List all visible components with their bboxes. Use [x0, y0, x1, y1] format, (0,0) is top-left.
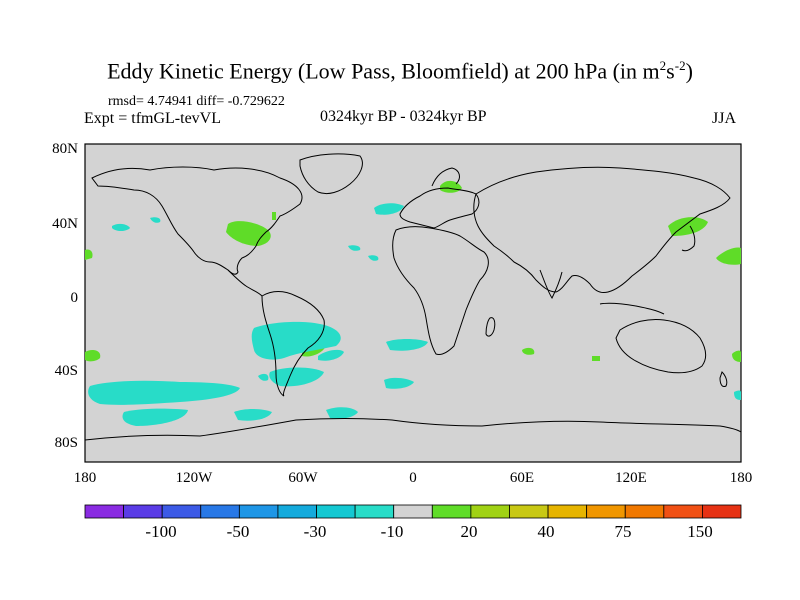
colorbar-label: 40 [537, 522, 555, 541]
lat-tick-label: 80N [52, 141, 78, 157]
positive-anomaly-patches [85, 180, 741, 362]
coastlines [84, 153, 742, 441]
stats-line: rmsd= 4.74941 diff= -0.729622 [108, 94, 285, 109]
anomaly-patch [348, 245, 361, 251]
colorbar-swatch [509, 504, 549, 519]
europe-coast [399, 187, 480, 229]
colorbar-swatch [431, 504, 472, 519]
australia-coast [615, 319, 707, 374]
colorbar-swatch [393, 504, 433, 519]
anomaly-patch [234, 409, 272, 421]
scandinavia-coast [431, 167, 460, 187]
colorbar-swatch [161, 504, 202, 519]
anomaly-patch [368, 255, 379, 261]
anomaly-patch [318, 349, 344, 361]
lon-tick-label: 60E [509, 470, 535, 486]
north-america-coast [91, 166, 303, 275]
anomaly-patch [85, 350, 101, 362]
anomaly-patch [384, 377, 414, 389]
anomaly-patch [374, 203, 404, 215]
anomaly-patch [258, 373, 269, 381]
anomaly-patch [732, 350, 741, 362]
colorbar-label: 75 [614, 522, 632, 541]
anomaly-patch [112, 223, 130, 231]
lon-tick-label: 0 [409, 470, 417, 486]
anomaly-patch [522, 347, 535, 355]
lat-tick-label: 40N [52, 216, 78, 232]
colorbar-swatch [123, 504, 163, 519]
colorbar-swatch [624, 504, 665, 519]
lon-tick-label: 180 [73, 470, 97, 486]
india-coast [539, 269, 563, 299]
antarctica-coast [84, 418, 742, 441]
anomaly-patch [122, 408, 188, 426]
colorbar-label: 150 [687, 522, 713, 541]
colorbar-swatch [702, 504, 742, 519]
lon-tick-label: 120W [175, 470, 213, 486]
central-america-coast [227, 269, 263, 297]
colorbar-label: 20 [460, 522, 478, 541]
colorbar-swatch [84, 504, 124, 519]
lat-tick-label: 40S [54, 363, 78, 379]
colorbar-swatch [316, 504, 356, 519]
lon-tick-label: 120E [615, 470, 647, 486]
asia-coast [473, 166, 731, 293]
south-america-coast [261, 291, 325, 397]
colorbar-swatch [586, 504, 626, 519]
map-title: Eddy Kinetic Energy (Low Pass, Bloomfiel… [107, 58, 693, 84]
colorbar-swatch [470, 504, 510, 519]
colorbar-label: -30 [303, 522, 327, 541]
anomaly-patch [734, 390, 741, 400]
map-background [84, 143, 742, 463]
lat-tick-label: 0 [70, 290, 79, 306]
africa-coast [392, 226, 489, 355]
colorbar-swatch [547, 504, 588, 519]
experiment-label: Expt = tfmGL-tevVL [84, 110, 221, 127]
indonesia-coast [599, 302, 665, 315]
madagascar-coast [485, 317, 496, 337]
anomaly-patch [85, 249, 93, 260]
colorbar-swatch [354, 504, 395, 519]
anomaly-patch [326, 407, 358, 419]
colorbar-swatch [200, 504, 240, 519]
colorbar-label: -100 [145, 522, 177, 541]
negative-anomaly-patches [88, 203, 741, 426]
colorbar [84, 504, 742, 519]
anomaly-patch [386, 339, 428, 351]
colorbar-label: -50 [226, 522, 250, 541]
anomaly-patch [269, 367, 324, 387]
lat-tick-label: 80S [54, 435, 78, 451]
lon-tick-label: 180 [729, 470, 753, 486]
anomaly-patch [668, 217, 708, 236]
colorbar-swatch [238, 504, 279, 519]
japan-coast [681, 225, 696, 252]
colorbar-swatch [277, 504, 317, 519]
lon-tick-label: 60W [288, 470, 318, 486]
new-zealand-coast [719, 371, 728, 387]
colorbar-swatch [663, 504, 703, 519]
anomaly-patch [88, 380, 240, 405]
greenland-coast [299, 153, 363, 195]
season-label: JJA [712, 110, 737, 127]
anomaly-patch [592, 356, 600, 361]
anomaly-patch [716, 247, 741, 265]
anomaly-patch [272, 212, 276, 220]
colorbar-label: -10 [380, 522, 404, 541]
anomaly-patch [150, 217, 161, 223]
period-label: 0324kyr BP - 0324kyr BP [320, 108, 487, 125]
